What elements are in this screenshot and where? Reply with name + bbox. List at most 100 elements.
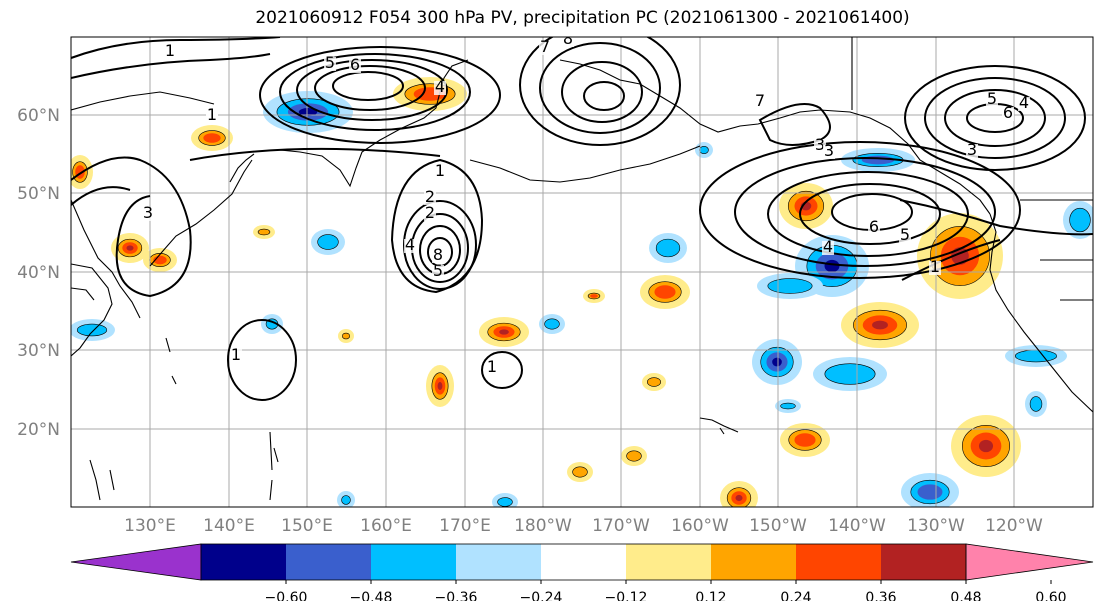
negative-precip-anomaly: [901, 473, 959, 507]
lon-label: 150°E: [281, 516, 333, 536]
colorbar-tick-label: −0.12: [605, 590, 648, 601]
contour-label: 1: [435, 161, 445, 180]
lon-label: 170°W: [592, 516, 650, 536]
contour-label: 1: [231, 345, 241, 364]
negative-precip-anomaly: [492, 493, 518, 507]
colorbar-tick-label: −0.48: [350, 590, 393, 601]
lon-label: 130°E: [124, 516, 176, 536]
positive-precip-anomaly: [143, 248, 177, 272]
contour-label: 3: [824, 141, 834, 160]
positive-precip-anomaly: [111, 233, 149, 263]
negative-precip-anomaly: [1063, 201, 1093, 239]
negative-precip-anomaly: [775, 399, 801, 413]
plot-frame: [70, 36, 1094, 508]
negative-precip-anomaly: [752, 339, 802, 385]
contour-label: 6: [1003, 103, 1013, 122]
latitude-labels: 60°N 50°N 40°N 30°N 20°N: [17, 106, 60, 440]
colorbar-segment: [371, 544, 456, 580]
colorbar-tick-label: 0.48: [950, 590, 981, 601]
colorbar-segment: [796, 544, 881, 580]
contour-label: 1: [165, 41, 175, 60]
contour-label: 8: [563, 29, 573, 48]
lat-label: 60°N: [17, 106, 60, 126]
contour-label: 2: [425, 203, 435, 222]
contour-label: 4: [823, 237, 833, 256]
negative-precip-anomaly: [71, 319, 115, 341]
negative-precip-anomaly: [311, 229, 345, 255]
positive-precip-anomaly: [426, 365, 454, 407]
contour-label: 1: [207, 105, 217, 124]
lat-label: 20°N: [17, 420, 60, 440]
contour-label: 7: [755, 91, 765, 110]
negative-precip-anomaly: [263, 91, 353, 133]
lon-label: 120°W: [985, 516, 1043, 536]
negative-precip-anomaly: [261, 314, 283, 334]
colorbar-segment: [456, 544, 541, 580]
colorbar-segment: [541, 544, 626, 580]
contour-label: 5: [900, 225, 910, 244]
colorbar-extend-low: [70, 543, 202, 581]
map-title: 2021060912 F054 300 hPa PV, precipitatio…: [255, 8, 910, 28]
colorbar-tick-label: 0.60: [1035, 590, 1066, 601]
negative-precip-anomaly: [337, 491, 355, 507]
positive-precip-anomaly: [640, 275, 690, 309]
contour-label: 5: [433, 261, 443, 280]
positive-precip-anomaly: [720, 481, 758, 507]
colorbar-segment: [626, 544, 711, 580]
lat-label: 50°N: [17, 184, 60, 204]
colorbar-extend-high: [965, 543, 1094, 581]
colorbar-tick-label: 0.36: [865, 590, 896, 601]
positive-precip-anomaly: [841, 302, 919, 348]
colorbar-segment: [711, 544, 796, 580]
contour-label: 3: [967, 140, 977, 159]
contour-label: 3: [815, 135, 825, 154]
contour-label: 4: [1019, 93, 1029, 112]
contour-label: 1: [930, 257, 940, 276]
positive-precip-anomaly: [253, 225, 275, 239]
negative-precip-anomaly: [649, 233, 687, 263]
plot-area: 1567843211132458654311736541: [71, 29, 1093, 507]
contour-label: 4: [435, 77, 445, 96]
lon-label: 140°W: [828, 516, 886, 536]
positive-precip-anomaly: [479, 317, 529, 347]
positive-precip-anomaly: [642, 373, 666, 391]
colorbar-tick-label: 0.12: [695, 590, 726, 601]
colorbar-tick-label: −0.24: [520, 590, 563, 601]
longitude-labels: 130°E 140°E 150°E 160°E 170°E 180°W 170°W 160°W…: [124, 516, 1043, 536]
contour-label: 1: [487, 357, 497, 376]
contour-label: 6: [350, 55, 360, 74]
lon-label: 130°W: [907, 516, 965, 536]
lat-label: 30°N: [17, 341, 60, 361]
positive-precip-anomaly: [583, 289, 605, 303]
colorbar-tick-labels: −0.60 −0.48 −0.36 −0.24 −0.12 0.12 0.24 0.36 0.4…: [265, 580, 1067, 601]
negative-precip-anomaly: [695, 142, 713, 158]
colorbar-tick-label: 0.24: [780, 590, 811, 601]
colorbar-segment: [881, 544, 966, 580]
positive-precip-anomaly: [338, 329, 354, 343]
positive-precip-anomaly: [567, 462, 593, 482]
positive-precip-anomaly: [779, 183, 833, 229]
colorbar-segment: [286, 544, 371, 580]
negative-precip-anomaly: [757, 273, 823, 299]
negative-precip-anomaly: [539, 314, 565, 334]
lon-label: 150°W: [749, 516, 807, 536]
colorbar-tick-label: −0.36: [435, 590, 478, 601]
contour-label: 5: [325, 53, 335, 72]
lon-label: 160°W: [671, 516, 729, 536]
lon-label: 170°E: [439, 516, 491, 536]
positive-precip-anomaly: [780, 423, 830, 457]
colorbar-segment: [201, 544, 286, 580]
contour-label: 5: [987, 89, 997, 108]
positive-precip-anomaly: [951, 415, 1021, 477]
positive-precip-anomaly: [621, 446, 647, 466]
contour-label: 7: [540, 37, 550, 56]
positive-precip-anomaly: [191, 125, 233, 151]
lat-label: 40°N: [17, 263, 60, 283]
lon-label: 160°E: [360, 516, 412, 536]
colorbar-tick-label: −0.60: [265, 590, 308, 601]
lon-label: 180°W: [514, 516, 572, 536]
negative-precip-anomaly: [1025, 391, 1047, 417]
negative-precip-anomaly: [813, 357, 887, 391]
lon-label: 140°E: [203, 516, 255, 536]
